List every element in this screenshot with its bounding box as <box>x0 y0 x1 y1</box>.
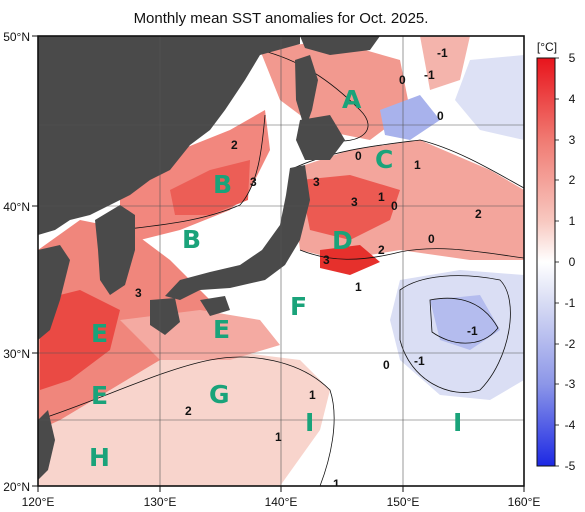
contour-label: 1 <box>355 280 362 294</box>
lat-label-40n: 40°N <box>3 200 30 214</box>
contour-label: 1 <box>309 388 316 402</box>
contour-label: 1 <box>275 430 282 444</box>
contour-label: 1 <box>378 190 385 204</box>
colorbar-tick-label: -5 <box>565 459 576 473</box>
lat-label-30n: 30°N <box>3 347 30 361</box>
contour-label: 1 <box>333 477 340 491</box>
contour-label: -1 <box>437 46 448 60</box>
warm-anomaly-sea-of-japan <box>120 110 270 240</box>
region-label-i-east: I <box>453 408 462 437</box>
region-label-c: C <box>375 145 393 174</box>
china-coast <box>38 245 70 340</box>
colorbar-tick-label: -1 <box>565 296 576 310</box>
contour-label: 0 <box>437 109 444 123</box>
region-label-g: G <box>209 380 230 409</box>
cool-anomaly-north-east <box>455 55 524 140</box>
strong-warm-anomaly-coast <box>40 290 120 390</box>
contour-number-labels: -1 -1 0 0 0 1 2 3 3 3 1 0 2 0 2 3 1 3 -1… <box>135 46 482 491</box>
asia-mainland <box>38 36 300 235</box>
lon-label-160e: 160°E <box>508 495 541 509</box>
shikoku <box>200 296 230 316</box>
honshu <box>165 165 310 300</box>
contour-label: -1 <box>414 354 425 368</box>
colorbar-tick-label: 1 <box>569 214 576 228</box>
region-label-d: D <box>332 226 353 255</box>
colorbar-gradient <box>536 57 556 467</box>
contour-label: 1 <box>414 158 421 172</box>
region-label-b-north: B <box>213 170 232 199</box>
okhotsk-coast <box>300 36 380 55</box>
contour-label: 2 <box>475 207 482 221</box>
region-label-e-south: E <box>91 381 108 410</box>
contour-label: 3 <box>135 286 142 300</box>
colorbar-tick-label: 2 <box>569 173 576 187</box>
contour-label: 0 <box>383 358 390 372</box>
region-label-h: H <box>89 443 110 472</box>
lon-label-120e: 120°E <box>22 495 55 509</box>
lon-label-140e: 140°E <box>265 495 298 509</box>
region-labels: A B B C D E E E F G H I I <box>89 85 462 472</box>
contour-label: 3 <box>250 175 257 189</box>
lon-label-130e: 130°E <box>144 495 177 509</box>
cool-anomaly-kuril <box>380 95 440 140</box>
contour-label: 0 <box>399 73 406 87</box>
contour-label: 0 <box>355 149 362 163</box>
strong-warm-anomaly-sea-of-japan <box>170 160 250 215</box>
region-label-b-south: B <box>182 225 201 254</box>
sakhalin <box>295 55 318 130</box>
colorbar: [°C] 5 4 3 2 1 0 -1 -2 -3 -4 -5 <box>536 40 576 473</box>
strong-warm-anomaly-east-japan <box>300 175 400 240</box>
colorbar-tick-label: -2 <box>565 337 576 351</box>
contour-label: 3 <box>313 175 320 189</box>
region-label-f: F <box>290 292 307 321</box>
hokkaido <box>296 115 345 160</box>
region-label-e-east: E <box>213 315 230 344</box>
korean-peninsula <box>95 205 135 295</box>
contour-label: 3 <box>351 195 358 209</box>
contour-label: 2 <box>378 243 385 257</box>
contour-label: 3 <box>323 253 330 267</box>
region-label-a: A <box>342 85 362 114</box>
graticule <box>38 36 524 486</box>
cool-anomaly-core <box>430 295 500 350</box>
colorbar-tick-label: -3 <box>565 377 576 391</box>
taiwan <box>38 410 55 480</box>
contour-label: -1 <box>424 68 435 82</box>
map-field: -1 -1 0 0 0 1 2 3 3 3 1 0 2 0 2 3 1 3 -1… <box>38 36 524 491</box>
land-masses <box>38 36 380 480</box>
lat-label-20n: 20°N <box>3 480 30 494</box>
region-label-i-west: I <box>305 408 314 437</box>
colorbar-tick-label: 5 <box>569 51 576 65</box>
lon-label-150e: 150°E <box>387 495 420 509</box>
warm-anomaly-east-china-sea <box>38 220 210 430</box>
map-title: Monthly mean SST anomalies for Oct. 2025… <box>133 10 429 27</box>
axis-ticks <box>32 35 525 492</box>
colorbar-unit: [°C] <box>537 40 557 54</box>
contour-label: -1 <box>467 324 478 338</box>
contour-label: 2 <box>185 404 192 418</box>
contour-label: 0 <box>428 232 435 246</box>
colorbar-tick-label: -4 <box>565 418 576 432</box>
warm-anomaly-north-east <box>420 36 470 90</box>
hot-spot-d <box>320 245 380 275</box>
colorbar-ticks <box>555 57 559 467</box>
kyushu <box>150 298 180 335</box>
colorbar-tick-label: 4 <box>569 92 576 106</box>
colorbar-tick-label: 3 <box>569 133 576 147</box>
colorbar-tick-label: 0 <box>569 255 576 269</box>
lat-label-50n: 50°N <box>3 30 30 44</box>
contour-label: 0 <box>391 199 398 213</box>
contour-label: 2 <box>231 138 238 152</box>
region-label-e-north: E <box>91 319 108 348</box>
